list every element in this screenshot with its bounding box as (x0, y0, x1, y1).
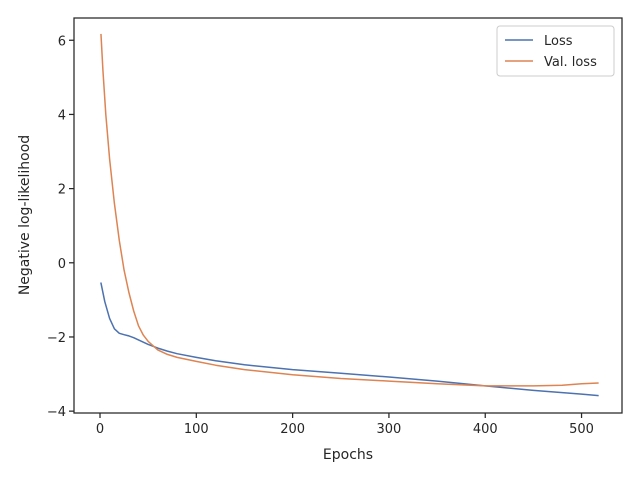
x-tick-label: 400 (473, 422, 498, 437)
series-line-1 (100, 282, 599, 397)
y-axis-label: Negative log-likelihood (17, 135, 33, 295)
axes: 0 100 200 300 400 500 −4 −2 0 2 4 6 (47, 17, 623, 437)
y-tick-label: 0 (58, 257, 66, 272)
x-tick-label: 300 (377, 422, 402, 437)
x-tick-label: 200 (280, 422, 305, 437)
y-tick-label: 6 (58, 34, 66, 49)
legend-box (496, 25, 615, 77)
x-tick-label: 0 (96, 422, 104, 437)
series-line-2 (100, 33, 599, 387)
y-tick-label: −4 (47, 405, 66, 420)
y-tick-label: 2 (58, 183, 66, 198)
x-axis-label: Epochs (323, 447, 373, 463)
legend-label-2: Val. loss (544, 55, 597, 70)
plot-area (100, 33, 599, 397)
plot-frame (73, 17, 623, 414)
y-tick-label: 4 (58, 108, 66, 123)
x-tick-label: 500 (569, 422, 594, 437)
x-tick-label: 100 (184, 422, 209, 437)
legend-label-1: Loss (544, 34, 573, 49)
y-tick-label: −2 (47, 331, 66, 346)
legend: Loss Val. loss (496, 25, 615, 77)
